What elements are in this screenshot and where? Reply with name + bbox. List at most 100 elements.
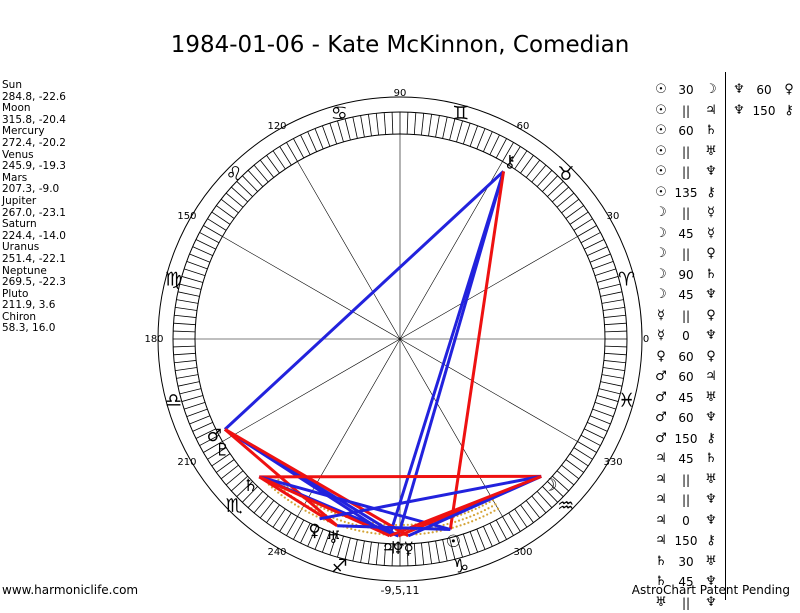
aspect-planet-1: ☉	[652, 142, 670, 162]
zodiac-sign-icon: ♉	[557, 163, 574, 185]
trail-dot	[454, 521, 456, 523]
tick-mark	[587, 422, 607, 431]
tick-mark	[182, 396, 203, 402]
tick-mark	[308, 132, 317, 152]
aspect-planet-1: ♂	[652, 408, 670, 428]
aspect-planet-2: ⚷	[702, 429, 720, 449]
aspect-row: ☽45♆	[652, 285, 720, 306]
tick-mark	[361, 115, 365, 137]
trail-dot	[395, 524, 397, 526]
trail-dot	[491, 505, 493, 507]
aspect-planet-2: ☽	[702, 80, 720, 100]
tick-mark	[587, 247, 607, 256]
aspect-planet-2: ♆	[702, 490, 720, 510]
aspect-planet-2: ♆	[702, 511, 720, 531]
aspect-planet-1: ♂	[652, 367, 670, 387]
aspect-planet-2: ♄	[702, 449, 720, 469]
aspect-planet-2: ♃	[702, 367, 720, 387]
aspect-angle: ||	[670, 162, 702, 182]
aspect-angle: ||	[670, 306, 702, 326]
trail-dot	[467, 511, 469, 513]
tick-mark	[414, 113, 416, 135]
aspect-planet-1: ☿	[652, 326, 670, 346]
trail-dot	[459, 524, 461, 526]
tick-mark	[429, 542, 432, 564]
trail-dot	[465, 517, 467, 519]
spoke-line	[222, 237, 400, 340]
aspect-planet-2: ♆	[702, 162, 720, 182]
spoke-line	[400, 339, 503, 517]
tick-mark	[193, 247, 213, 256]
tick-mark	[593, 261, 614, 269]
tick-mark	[581, 232, 600, 242]
tick-mark	[392, 112, 393, 134]
tick-mark	[384, 113, 386, 135]
aspect-angle: 45	[670, 285, 702, 305]
aspect-angle: 150	[670, 429, 702, 449]
aspect-planet-2: ♃	[702, 101, 720, 121]
trail-dot	[486, 513, 488, 515]
trail-dot	[348, 522, 350, 524]
trail-dot	[432, 531, 434, 533]
aspect-planet-2: ♀	[780, 80, 798, 100]
trail-dot	[366, 531, 368, 533]
tick-mark	[353, 117, 358, 139]
trail-dot	[350, 528, 352, 530]
aspect-angle: 0	[670, 326, 702, 346]
tick-mark	[590, 254, 610, 262]
spoke-line	[222, 339, 400, 442]
aspect-planet-1: ♂	[652, 388, 670, 408]
trail-dot	[464, 512, 466, 514]
aspect-angle: ||	[670, 203, 702, 223]
trail-dot	[407, 524, 409, 526]
degree-label: 0	[643, 334, 649, 345]
aspect-planet-2: ♀	[702, 347, 720, 367]
aspect-planet-1: ☽	[652, 285, 670, 305]
planet-glyph-icon: ♅	[326, 528, 341, 548]
planet-glyph-icon: ♇	[215, 440, 230, 460]
tick-mark	[182, 276, 203, 282]
trail-dot	[478, 506, 480, 508]
degree-label: 180	[144, 334, 163, 345]
aspect-planet-2: ♅	[702, 388, 720, 408]
planet-glyph-icon: ♄	[243, 476, 258, 496]
aspect-lines	[225, 171, 541, 536]
trail-dot	[358, 530, 360, 532]
tick-mark	[605, 323, 627, 325]
tick-mark	[496, 520, 506, 539]
tick-mark	[470, 126, 478, 147]
tick-mark	[483, 526, 492, 546]
tick-mark	[315, 129, 323, 149]
tick-mark	[178, 292, 200, 297]
tick-mark	[443, 117, 448, 139]
aspect-angle: ||	[670, 490, 702, 510]
aspect-planet-1: ♄	[652, 552, 670, 572]
aspect-row: ♂60♆	[652, 408, 720, 429]
aspect-planet-2: ♀	[702, 244, 720, 264]
tick-mark	[436, 541, 440, 563]
aspect-row: ♂150⚷	[652, 429, 720, 450]
aspect-row: ☉60♄	[652, 121, 720, 142]
planet-glyph-icon: ☽	[542, 476, 557, 496]
tick-mark	[603, 307, 625, 310]
tick-mark	[463, 123, 470, 144]
aspect-row: ☽45☿	[652, 224, 720, 245]
tick-mark	[421, 543, 423, 565]
trail-dot	[458, 520, 460, 522]
zodiac-sign-icon: ♍	[165, 268, 182, 290]
tick-mark	[184, 402, 205, 409]
footer-website[interactable]: www.harmoniclife.com	[2, 583, 138, 597]
trail-dot	[493, 510, 495, 512]
aspect-row: ♃||♆	[652, 490, 720, 511]
tick-mark	[584, 429, 604, 439]
tick-mark	[509, 513, 521, 532]
tick-mark	[605, 346, 627, 347]
aspect-row: ☽||♀	[652, 244, 720, 265]
trail-dot	[423, 532, 425, 534]
degree-label: 240	[267, 547, 286, 558]
aspect-planet-1: ☿	[652, 306, 670, 326]
aspect-row: ☿0♆	[652, 326, 720, 347]
trail-dot	[482, 515, 484, 517]
aspect-grid-col1: ☉30☽☉||♃☉60♄☉||♅☉||♆☉135⚷☽||☿☽45☿☽||♀☽90…	[652, 80, 720, 613]
tick-mark	[184, 269, 205, 276]
